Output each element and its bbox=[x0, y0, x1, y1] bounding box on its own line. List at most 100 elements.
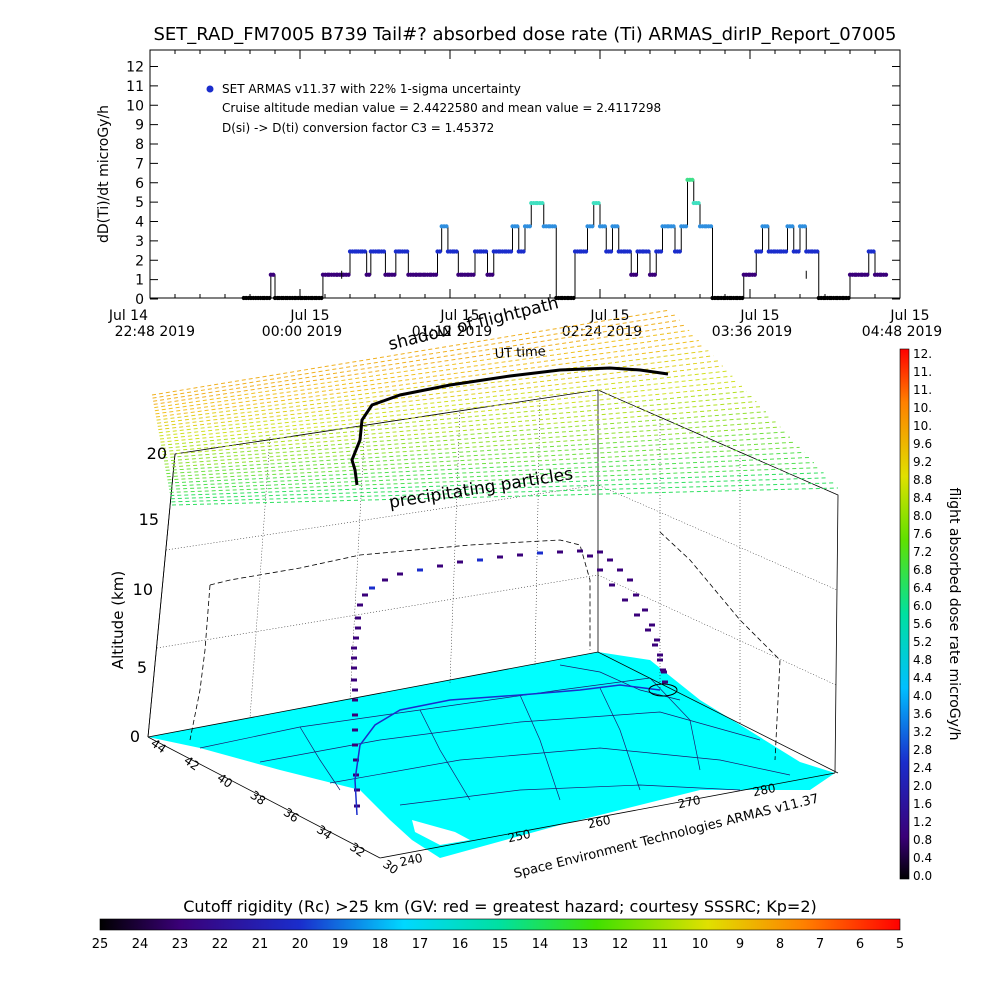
state-borders bbox=[199, 664, 791, 806]
flight-point bbox=[557, 550, 563, 554]
map-notch bbox=[412, 820, 470, 845]
dose-rate-point bbox=[696, 200, 701, 206]
rigidity-colorbar-tick-label: 21 bbox=[252, 937, 269, 952]
dose-rate-point bbox=[583, 249, 589, 254]
flight-point bbox=[622, 598, 628, 602]
top-xtick-label-line1: Jul 14 bbox=[108, 308, 148, 324]
rigidity-colorbar-tick-label: 12 bbox=[612, 937, 629, 952]
dose-colorbar-tick-label: 12. bbox=[913, 347, 932, 361]
dose-rate-point bbox=[796, 249, 801, 254]
altitude-tick-label: 15 bbox=[139, 510, 159, 529]
dose-rate-point bbox=[671, 224, 676, 229]
dose-rate-point bbox=[652, 272, 657, 277]
dose-rate-point bbox=[490, 272, 495, 277]
dose-colorbar-tick-label: 10. bbox=[913, 401, 932, 415]
dose-rate-point bbox=[267, 295, 272, 301]
flight-point bbox=[382, 578, 388, 582]
dose-colorbar-fill bbox=[899, 348, 910, 880]
top-xtick-label-line2: 01:12 2019 bbox=[412, 324, 492, 340]
precip-row bbox=[168, 456, 810, 487]
ut-label: UT time bbox=[494, 344, 546, 362]
flight-point bbox=[352, 713, 358, 717]
flight-point bbox=[587, 554, 593, 558]
rigidity-colorbar-tick-label: 14 bbox=[532, 937, 549, 952]
altitude-tick-label: 20 bbox=[147, 444, 167, 463]
flight-point bbox=[352, 728, 358, 732]
dose-rate-point bbox=[602, 224, 607, 229]
top-ytick-label: 6 bbox=[135, 176, 144, 192]
precipitating-particles-plane bbox=[151, 309, 839, 506]
dose-rate-point bbox=[752, 272, 757, 277]
dose-colorbar-tick-label: 4.4 bbox=[913, 671, 932, 685]
shadow-projections bbox=[189, 531, 781, 761]
flight-point bbox=[355, 616, 361, 620]
dose-rate-point bbox=[392, 272, 397, 277]
dose-colorbar-tick-label: 0.4 bbox=[913, 851, 932, 865]
flight-point bbox=[577, 549, 583, 553]
dose-rate-point bbox=[552, 224, 557, 229]
dose-colorbar-tick-label: 7.2 bbox=[913, 545, 932, 559]
dose-rate-point bbox=[346, 272, 351, 277]
dose-rate-point bbox=[846, 295, 851, 301]
dose-rate-point bbox=[405, 249, 410, 254]
cruise-note: Cruise altitude median value = 2.4422580… bbox=[222, 101, 661, 115]
altitude-tick-label: 5 bbox=[137, 658, 147, 677]
top-xtick-label-line2: 03:36 2019 bbox=[712, 324, 792, 340]
flight-point bbox=[369, 586, 375, 590]
altitude-label: Altitude (km) bbox=[109, 571, 127, 669]
top-xtick-label-line2: 02:24 2019 bbox=[562, 324, 642, 340]
top-xtick-label-line1: Jul 15 bbox=[589, 308, 629, 324]
rigidity-colorbar-tick-label: 20 bbox=[292, 937, 309, 952]
flight-point bbox=[354, 788, 360, 792]
rigidity-colorbar-tick-label: 7 bbox=[816, 937, 824, 952]
dose-colorbar: 12. 11. 11. 10. 10. 9.6 9.2 8.8 8.4 8.0 7.6 7.2 6.8 6… bbox=[899, 347, 962, 883]
rigidity-label: Cutoff rigidity (Rc) >25 km (GV: red = g… bbox=[183, 897, 817, 916]
legend-label: SET ARMAS v11.37 with 22% 1-sigma uncert… bbox=[222, 82, 521, 96]
dose-rate-point bbox=[690, 177, 695, 182]
dose-rate-point bbox=[521, 249, 526, 254]
flight-point bbox=[352, 688, 358, 692]
flight-point bbox=[457, 560, 463, 564]
dose-colorbar-tick-label: 0.8 bbox=[913, 833, 932, 847]
rigidity-colorbar-tick-label: 16 bbox=[452, 937, 469, 952]
flight-point bbox=[417, 568, 423, 572]
dose-rate-point bbox=[815, 249, 820, 254]
flight-point bbox=[497, 555, 503, 559]
longitude-tick-label: 240 bbox=[399, 851, 424, 869]
precip-row bbox=[163, 416, 771, 462]
dose-colorbar-tick-label: 3.2 bbox=[913, 725, 932, 739]
flight-point bbox=[352, 743, 358, 747]
precip-row bbox=[162, 401, 757, 453]
flight-point bbox=[351, 656, 357, 660]
flight-point bbox=[652, 643, 658, 647]
altitude-axis: 0 5 10 15 20 bbox=[130, 444, 167, 746]
precip-row bbox=[158, 370, 728, 434]
flight-point bbox=[597, 550, 603, 554]
dose-colorbar-tick-label: 8.4 bbox=[913, 491, 932, 505]
dose-colorbar-tick-label: 1.2 bbox=[913, 815, 932, 829]
rigidity-colorbar-tick-label: 13 bbox=[572, 937, 589, 952]
precip-row bbox=[162, 406, 762, 456]
flight-point bbox=[642, 608, 648, 612]
dose-rate-point bbox=[608, 249, 614, 254]
dose-rate-point bbox=[683, 224, 689, 229]
rigidity-colorbar-tick-label: 11 bbox=[652, 937, 669, 952]
flight-point bbox=[649, 623, 655, 627]
dose-rate-point bbox=[571, 295, 576, 301]
precip-row bbox=[169, 467, 819, 493]
top-ytick-label: 9 bbox=[135, 118, 144, 134]
precip-row bbox=[167, 446, 800, 481]
dose-rate-point bbox=[471, 272, 476, 277]
dose-rate-point bbox=[658, 249, 664, 254]
dose-colorbar-tick-label: 6.4 bbox=[913, 581, 932, 595]
longitude-axis: 240 250 260 270 280 bbox=[399, 781, 777, 869]
rigidity-colorbar-fill bbox=[99, 918, 901, 931]
top-xtick-label-line1: Jul 15 bbox=[739, 308, 779, 324]
top-xtick-label-line1: Jul 15 bbox=[439, 308, 479, 324]
destination-marker bbox=[648, 683, 678, 697]
flight-point bbox=[662, 680, 668, 684]
precip-row bbox=[166, 441, 795, 478]
dose-colorbar-tick-label: 0.0 bbox=[913, 869, 932, 883]
precip-row bbox=[170, 472, 824, 497]
